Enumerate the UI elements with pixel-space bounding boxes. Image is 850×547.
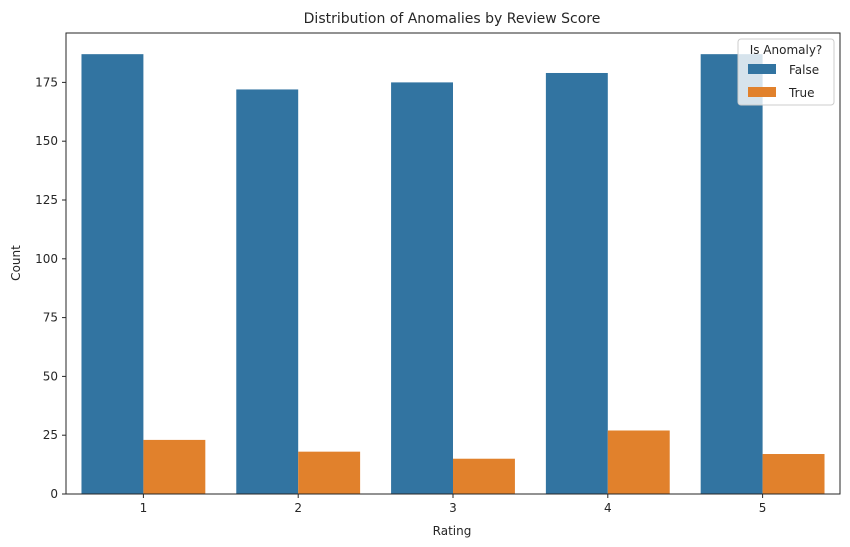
bar-true-1	[143, 439, 206, 494]
bar-true-3	[453, 458, 515, 494]
bar-false-2	[236, 89, 299, 495]
x-tick-label-5: 5	[759, 501, 767, 515]
y-tick-label-75: 75	[43, 311, 58, 325]
bar-true-4	[607, 430, 670, 494]
y-tick-label-100: 100	[35, 252, 58, 266]
legend-label-false: False	[789, 63, 819, 77]
chart-title: Distribution of Anomalies by Review Scor…	[304, 11, 601, 27]
x-tick-label-4: 4	[604, 501, 612, 515]
x-axis-label: Rating	[433, 524, 472, 538]
legend-title: Is Anomaly?	[750, 43, 823, 57]
legend-label-true: True	[788, 86, 815, 100]
legend-swatch-false	[748, 64, 776, 74]
y-tick-label-125: 125	[35, 193, 58, 207]
x-axis: 1 2 3 4 5	[140, 494, 767, 515]
y-tick-label-0: 0	[50, 487, 58, 501]
x-tick-label-2: 2	[294, 501, 302, 515]
x-tick-label-1: 1	[140, 501, 148, 515]
y-tick-label-175: 175	[35, 75, 58, 89]
plot-area	[81, 54, 825, 495]
bar-true-2	[298, 451, 361, 494]
bar-false-3	[391, 82, 453, 495]
bar-false-1	[81, 54, 144, 494]
y-tick-label-25: 25	[43, 428, 58, 442]
bar-false-4	[545, 72, 608, 495]
y-axis: 0 25 50 75 100 125 150 175	[35, 75, 66, 501]
y-axis-label: Count	[9, 245, 23, 281]
legend-swatch-true	[748, 87, 776, 97]
bar-false-5	[700, 54, 763, 494]
y-tick-label-50: 50	[43, 369, 58, 383]
bar-true-5	[762, 454, 825, 494]
legend: Is Anomaly? False True	[737, 38, 835, 106]
y-tick-label-150: 150	[35, 134, 58, 148]
x-tick-label-3: 3	[449, 501, 457, 515]
